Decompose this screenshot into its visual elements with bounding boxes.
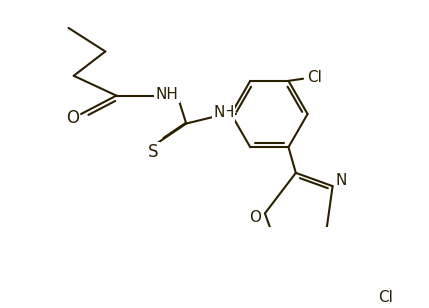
Text: O: O bbox=[249, 209, 261, 225]
Text: S: S bbox=[148, 143, 158, 161]
Text: NH: NH bbox=[156, 87, 178, 102]
Text: N: N bbox=[336, 173, 347, 188]
Text: N: N bbox=[214, 105, 225, 120]
Text: O: O bbox=[66, 109, 79, 127]
Text: H: H bbox=[222, 105, 234, 120]
Text: Cl: Cl bbox=[308, 70, 323, 85]
Text: Cl: Cl bbox=[378, 290, 393, 305]
